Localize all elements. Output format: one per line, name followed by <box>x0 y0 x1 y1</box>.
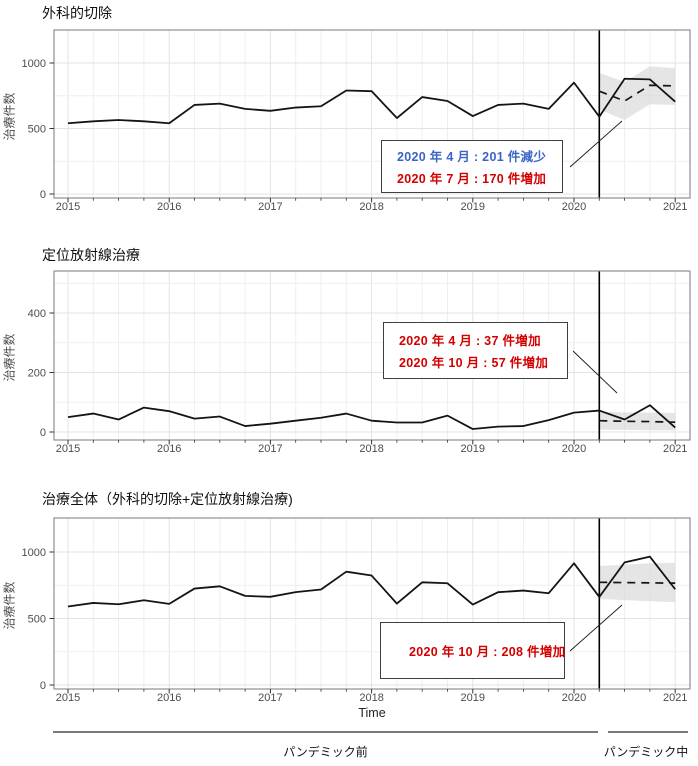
chart3-y-axis-title: 治療件数 <box>2 581 17 630</box>
during-pandemic-label: パンデミック中 <box>603 745 689 759</box>
x-tick-label: 2021 <box>663 443 687 455</box>
pre-pandemic-label: パンデミック前 <box>283 745 368 759</box>
y-tick-label: 500 <box>28 124 46 136</box>
chart1-y-axis-title: 治療件数 <box>2 92 17 141</box>
x-tick-label: 2019 <box>461 443 485 455</box>
y-tick-label: 200 <box>28 368 46 380</box>
y-tick-label: 0 <box>40 189 46 201</box>
chart3-annotation-line-1: 2020 年 10 月 : 208 件増加 <box>409 645 566 659</box>
during-pandemic-line <box>608 731 688 733</box>
confidence-band <box>599 562 676 603</box>
x-tick-label: 2015 <box>56 692 80 704</box>
x-tick-label: 2021 <box>663 692 687 704</box>
x-tick-label: 2017 <box>258 201 282 213</box>
x-tick-label: 2019 <box>461 692 485 704</box>
x-tick-label: 2020 <box>562 692 586 704</box>
x-tick-label: 2017 <box>258 692 282 704</box>
observed-series-line <box>67 404 676 430</box>
chart1-annotation-line-1: 2020 年 4 月 : 201 件減少 <box>397 150 547 164</box>
y-tick-label: 0 <box>40 680 46 692</box>
x-tick-label: 2018 <box>359 201 383 213</box>
chart3-title: 治療全体（外科的切除+定位放射線治療) <box>42 491 293 507</box>
y-tick-label: 1000 <box>22 58 46 70</box>
x-tick-label: 2020 <box>562 201 586 213</box>
x-tick-label: 2016 <box>157 443 181 455</box>
x-tick-label: 2019 <box>461 201 485 213</box>
y-tick-label: 500 <box>28 614 46 626</box>
annotation-connector-line <box>569 120 623 168</box>
counterfactual-dashed-line <box>599 581 676 584</box>
x-axis-title: Time <box>358 706 386 720</box>
observed-series-line <box>67 555 676 608</box>
x-tick-label: 2021 <box>663 201 687 213</box>
chart1-annotation-line-2: 2020 年 7 月 : 170 件増加 <box>397 172 547 186</box>
chart2-title: 定位放射線治療 <box>42 247 140 263</box>
x-tick-label: 2016 <box>157 201 181 213</box>
x-tick-label: 2016 <box>157 692 181 704</box>
x-tick-label: 2015 <box>56 201 80 213</box>
counterfactual-dashed-line <box>598 84 676 102</box>
chart3-annotation-box: 2020 年 10 月 : 208 件増加 <box>380 622 565 679</box>
observed-series-line <box>67 77 676 125</box>
chart2-annotation-line-1: 2020 年 4 月 : 37 件増加 <box>399 334 541 348</box>
annotation-connector-line <box>572 350 618 394</box>
x-tick-label: 2015 <box>56 443 80 455</box>
counterfactual-dashed-line <box>599 419 676 424</box>
chart2-y-axis-title: 治療件数 <box>2 333 17 382</box>
annotation-connector-line <box>569 604 623 652</box>
x-tick-label: 2018 <box>359 443 383 455</box>
chart1-title: 外科的切除 <box>42 5 112 21</box>
x-tick-label: 2018 <box>359 692 383 704</box>
x-tick-label: 2020 <box>562 443 586 455</box>
y-tick-label: 400 <box>28 308 46 320</box>
y-tick-label: 0 <box>40 427 46 439</box>
x-tick-label: 2017 <box>258 443 282 455</box>
pre-pandemic-line <box>53 731 598 733</box>
chart2-annotation-line-2: 2020 年 10 月 : 57 件増加 <box>399 356 549 370</box>
chart1-annotation-box: 2020 年 4 月 : 201 件減少 2020 年 7 月 : 170 件増… <box>381 140 563 193</box>
chart2-annotation-box: 2020 年 4 月 : 37 件増加 2020 年 10 月 : 57 件増加 <box>383 322 568 379</box>
y-tick-label: 1000 <box>22 547 46 559</box>
